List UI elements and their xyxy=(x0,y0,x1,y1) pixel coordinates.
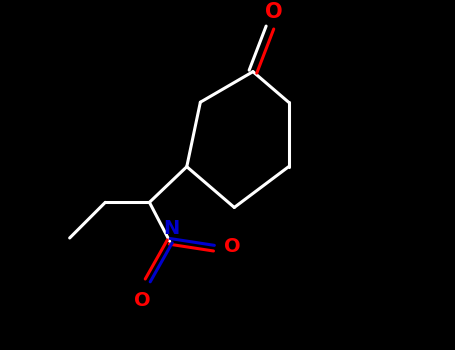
Text: O: O xyxy=(134,290,151,310)
Text: N: N xyxy=(163,219,180,238)
Text: O: O xyxy=(264,2,282,22)
Text: O: O xyxy=(224,237,241,256)
